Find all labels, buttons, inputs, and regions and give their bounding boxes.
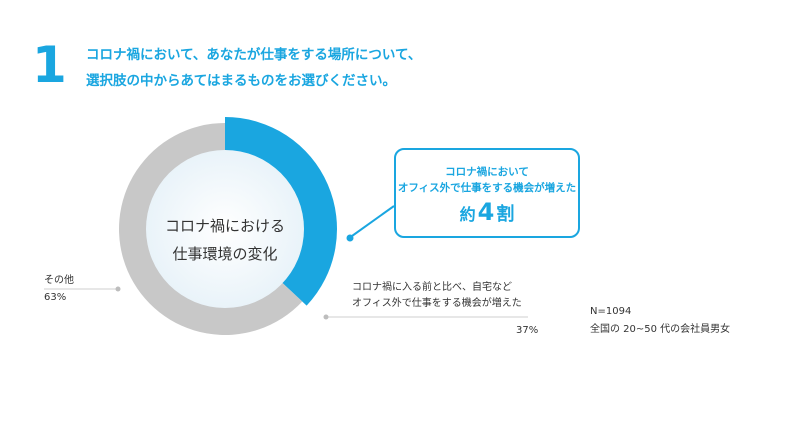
question-line-2: 選択肢の中からあてはまるものをお選びください。 xyxy=(86,73,396,89)
leader-dot-callout xyxy=(346,234,354,242)
chart-title-line-2: 仕事環境の変化 xyxy=(172,245,278,263)
question-text: コロナ禍において、あなたが仕事をする場所について、 選択肢の中からあてはまるもの… xyxy=(86,42,421,94)
question-number: 1 xyxy=(32,36,67,94)
chart-title-line-1: コロナ禍における xyxy=(164,217,285,235)
callout-highlight: 約4 割 xyxy=(396,198,578,226)
callout-prefix: 約 xyxy=(459,205,476,224)
chart-title: コロナ禍における 仕事環境の変化 xyxy=(150,212,300,268)
slice-value-increase: 37% xyxy=(516,325,539,336)
donut-hole xyxy=(146,150,304,308)
slice-value-other: 63% xyxy=(44,292,67,303)
donut-slice-other xyxy=(118,123,303,336)
slice-label-increase-line-1: コロナ禍に入る前と比べ、自宅など xyxy=(352,282,512,293)
callout-line-2: オフィス外で仕事をする機会が増えた xyxy=(397,182,577,194)
callout-number: 4 xyxy=(477,198,495,226)
leader-line-callout xyxy=(351,205,395,237)
sample-size: N=1094 xyxy=(590,306,632,317)
callout-suffix: 割 xyxy=(496,204,515,225)
question-line-1: コロナ禍において、あなたが仕事をする場所について、 xyxy=(86,47,422,63)
callout-line-1: コロナ禍において xyxy=(445,166,529,178)
slice-label-other: その他 xyxy=(44,275,74,286)
callout-box: コロナ禍において オフィス外で仕事をする機会が増えた 約4 割 xyxy=(394,148,580,238)
slice-label-increase: コロナ禍に入る前と比べ、自宅など オフィス外で仕事をする機会が増えた xyxy=(352,280,522,312)
slice-label-increase-line-2: オフィス外で仕事をする機会が増えた xyxy=(352,298,522,309)
sample-population: 全国の 20~50 代の会社員男女 xyxy=(590,324,731,335)
leader-dot-increase xyxy=(323,314,329,320)
donut-slice-increase xyxy=(225,117,337,306)
leader-dot-other xyxy=(115,286,121,292)
